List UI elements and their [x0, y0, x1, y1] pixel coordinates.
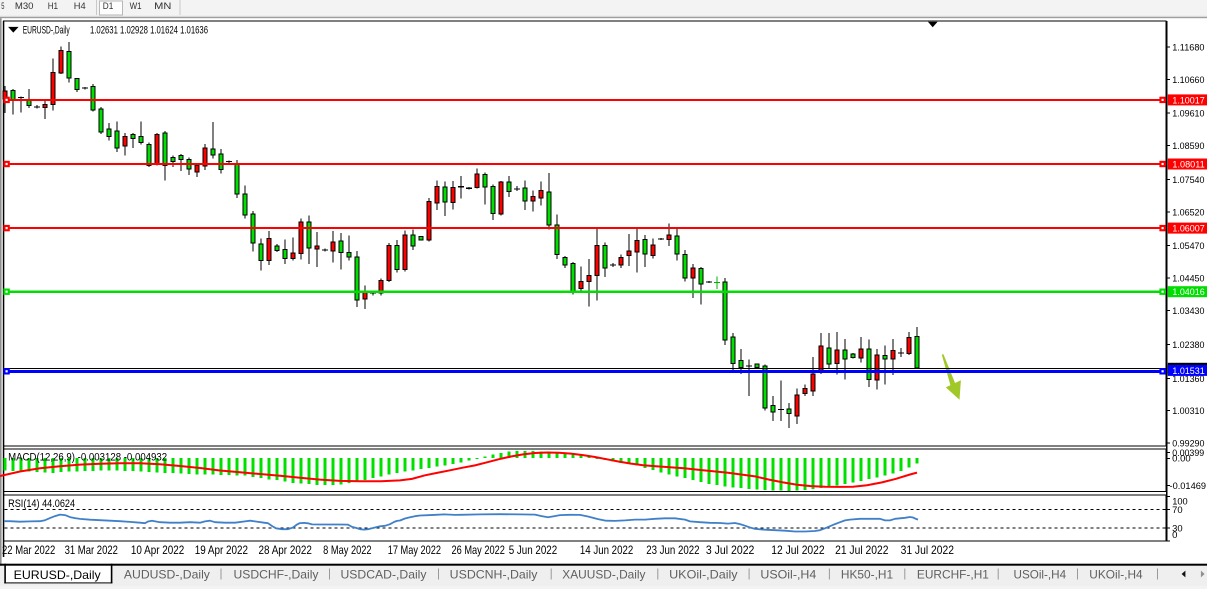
svg-text:19 Apr 2022: 19 Apr 2022 — [195, 543, 249, 557]
svg-text:H1: H1 — [48, 1, 58, 11]
svg-text:USOil-,H4: USOil-,H4 — [760, 568, 816, 582]
svg-text:1.04450: 1.04450 — [1172, 274, 1204, 285]
svg-text:-0.01469: -0.01469 — [1170, 481, 1207, 491]
svg-text:1.02380: 1.02380 — [1172, 340, 1204, 351]
svg-text:0.00: 0.00 — [1172, 454, 1191, 464]
svg-text:28 Apr 2022: 28 Apr 2022 — [259, 543, 313, 557]
svg-text:USDCHF-,Daily: USDCHF-,Daily — [234, 568, 319, 582]
svg-text:UKOil-,H4: UKOil-,H4 — [1089, 568, 1143, 582]
svg-text:EURUSD-,Daily: EURUSD-,Daily — [14, 568, 101, 582]
svg-text:AUDUSD-,Daily: AUDUSD-,Daily — [124, 568, 210, 582]
svg-text:H4: H4 — [74, 1, 86, 11]
svg-text:12 Jul 2022: 12 Jul 2022 — [771, 543, 825, 557]
svg-text:RSI(14) 44.0624: RSI(14) 44.0624 — [8, 498, 75, 510]
svg-text:1.08590: 1.08590 — [1172, 141, 1204, 152]
svg-text:1.03430: 1.03430 — [1172, 306, 1204, 317]
svg-text:1.01531: 1.01531 — [1172, 366, 1204, 377]
svg-text:D1: D1 — [103, 1, 114, 11]
svg-text:1.11680: 1.11680 — [1172, 42, 1204, 53]
svg-text:USDCNH-,Daily: USDCNH-,Daily — [450, 568, 538, 582]
svg-text:0.00399: 0.00399 — [1172, 448, 1204, 458]
svg-text:USOil-,H4: USOil-,H4 — [1014, 568, 1067, 582]
svg-text:70: 70 — [1172, 505, 1183, 515]
svg-text:31 Mar 2022: 31 Mar 2022 — [65, 543, 119, 557]
svg-text:MN: MN — [154, 1, 171, 11]
svg-text:1.01360: 1.01360 — [1172, 374, 1204, 385]
svg-text:EURCHF-,H1: EURCHF-,H1 — [917, 568, 989, 582]
svg-text:26 May 2022: 26 May 2022 — [452, 543, 506, 557]
svg-text:10 Apr 2022: 10 Apr 2022 — [131, 543, 185, 557]
svg-text:30: 30 — [1172, 524, 1183, 534]
svg-text:8 May 2022: 8 May 2022 — [323, 543, 372, 557]
svg-text:1.05470: 1.05470 — [1172, 241, 1204, 252]
svg-text:0.99290: 0.99290 — [1172, 439, 1204, 450]
svg-text:1.10017: 1.10017 — [1172, 95, 1204, 106]
svg-text:3 Jul 2022: 3 Jul 2022 — [706, 543, 755, 557]
svg-text:23 Jun 2022: 23 Jun 2022 — [646, 543, 700, 557]
svg-text:22 Mar 2022: 22 Mar 2022 — [2, 543, 56, 557]
svg-text:5: 5 — [1, 1, 4, 11]
svg-text:31 Jul 2022: 31 Jul 2022 — [901, 543, 955, 557]
svg-text:M30: M30 — [15, 1, 34, 11]
svg-text:21 Jul 2022: 21 Jul 2022 — [835, 543, 889, 557]
svg-text:5 Jun 2022: 5 Jun 2022 — [509, 543, 558, 557]
svg-text:1.06007: 1.06007 — [1172, 224, 1204, 235]
svg-text:USDCAD-,Daily: USDCAD-,Daily — [341, 568, 427, 582]
svg-text:14 Jun 2022: 14 Jun 2022 — [580, 543, 634, 557]
svg-text:1.09610: 1.09610 — [1172, 109, 1204, 120]
svg-text:1.00310: 1.00310 — [1172, 406, 1204, 417]
svg-text:HK50-,H1: HK50-,H1 — [841, 568, 894, 582]
svg-text:1.06520: 1.06520 — [1172, 207, 1204, 218]
svg-text:UKOil-,Daily: UKOil-,Daily — [669, 568, 738, 582]
svg-text:XAUUSD-,Daily: XAUUSD-,Daily — [562, 568, 645, 582]
svg-text:1.10660: 1.10660 — [1172, 75, 1204, 86]
svg-text:MACD(12,26,9) -0.003128 -0.004: MACD(12,26,9) -0.003128 -0.004932 — [8, 451, 167, 463]
svg-text:1.07540: 1.07540 — [1172, 175, 1204, 186]
svg-text:1.04016: 1.04016 — [1172, 287, 1204, 298]
svg-text:0: 0 — [1172, 530, 1177, 540]
svg-text:17 May 2022: 17 May 2022 — [388, 543, 442, 557]
svg-text:1.08011: 1.08011 — [1172, 160, 1204, 171]
svg-text:1.02631 1.02928 1.01624 1.0163: 1.02631 1.02928 1.01624 1.01636 — [90, 24, 208, 36]
svg-text:W1: W1 — [130, 1, 142, 11]
svg-text:EURUSD-,Daily: EURUSD-,Daily — [23, 24, 70, 36]
svg-text:100: 100 — [1172, 497, 1188, 507]
